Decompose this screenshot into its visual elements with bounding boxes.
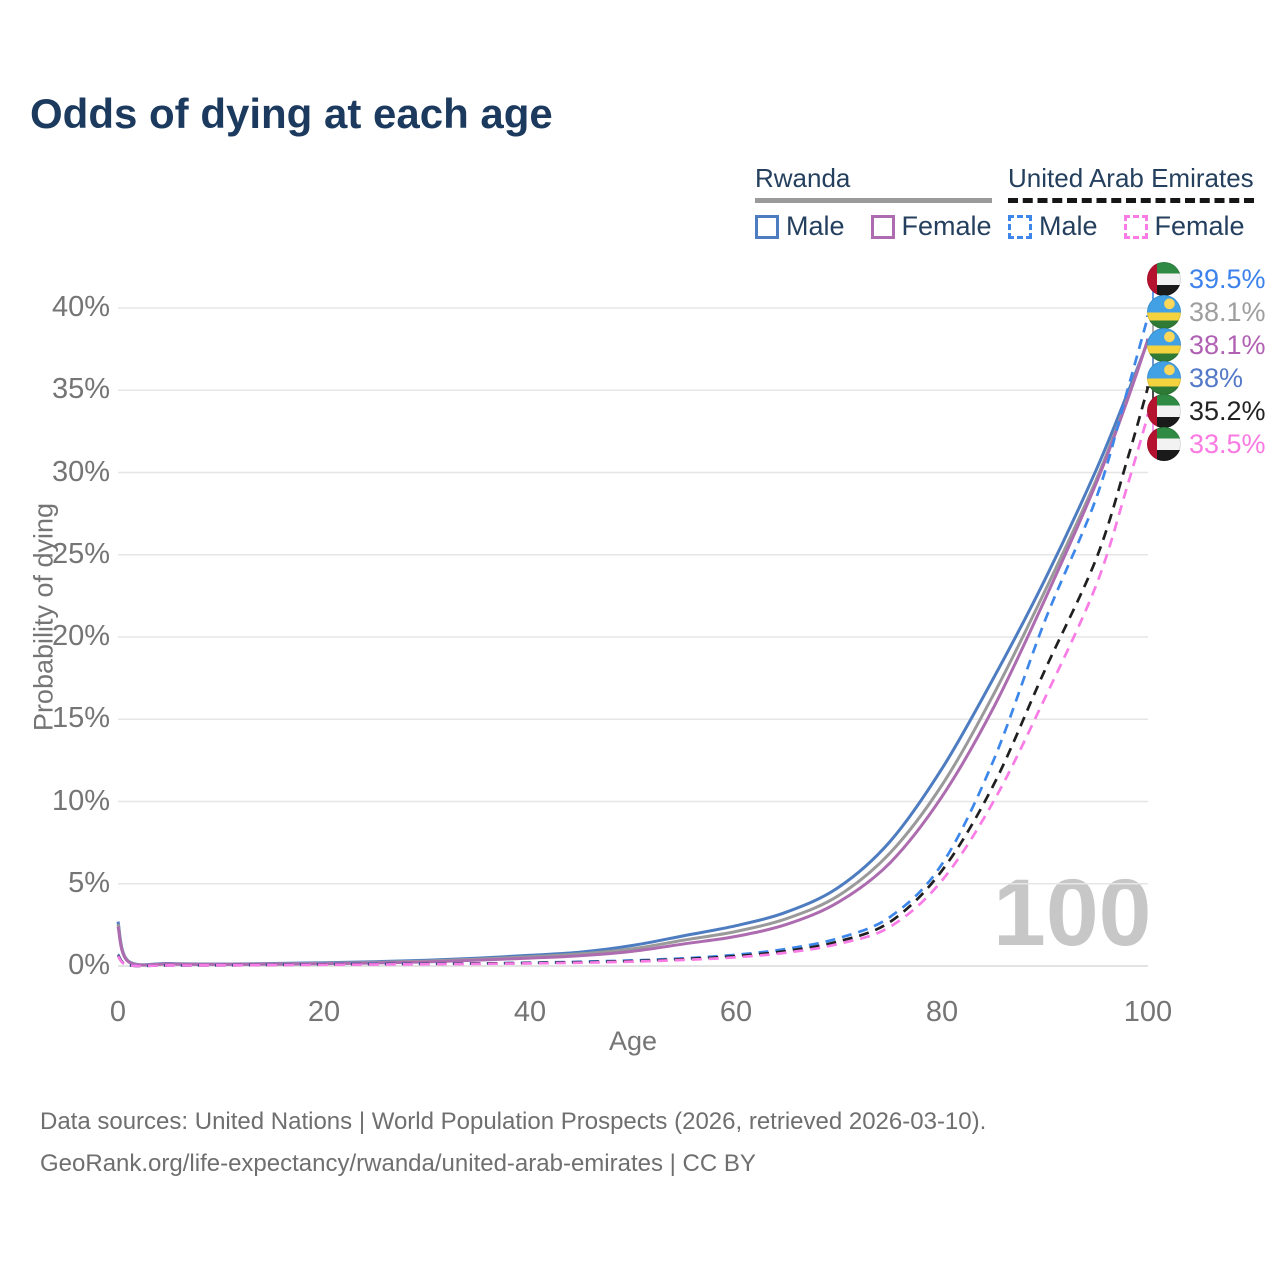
legend-item-label: Male: [786, 211, 845, 241]
x-tick-label: 100: [1123, 996, 1173, 1028]
x-tick-label: 20: [307, 996, 341, 1028]
x-tick-label: 0: [109, 996, 127, 1028]
end-label-row: 38.1%: [1147, 295, 1266, 329]
y-tick-label: 0%: [68, 949, 110, 981]
end-label-row: 38%: [1147, 361, 1243, 395]
series-line-rwanda-female: [116, 338, 1150, 967]
series-line-united-arab-emirates-male: [116, 315, 1150, 968]
legend-group-rwanda: Rwanda Male Female: [755, 163, 992, 242]
legend-item-rwanda-female[interactable]: Female: [870, 211, 992, 242]
y-tick-label: 40%: [51, 291, 110, 323]
y-tick-label: 35%: [51, 373, 110, 406]
x-axis-title: Age: [608, 1026, 658, 1056]
x-tick-label: 40: [513, 996, 547, 1028]
series-line-united-arab-emirates-female: [116, 414, 1150, 968]
series-line-rwanda-both-sexes: [116, 338, 1150, 967]
rwanda-flag-icon: [1147, 361, 1181, 395]
end-label-value: 38.1%: [1189, 329, 1266, 360]
legend-item-rwanda-male[interactable]: Male: [755, 211, 845, 242]
end-label-value: 39.5%: [1189, 263, 1266, 294]
rwanda-female-swatch-icon: [870, 214, 895, 239]
uae-female-swatch-icon: [1123, 214, 1148, 239]
y-tick-label: 20%: [51, 620, 110, 652]
uae-male-swatch-icon: [1008, 214, 1032, 239]
rwanda-flag-icon: [1147, 328, 1181, 362]
series-line-rwanda-male: [116, 340, 1150, 967]
y-tick-label: 10%: [51, 784, 110, 817]
y-tick-label: 30%: [51, 455, 110, 488]
legend-item-label: Female: [901, 211, 992, 241]
legend-item-uae-female[interactable]: Female: [1123, 211, 1245, 242]
uae-flag-icon: [1147, 427, 1181, 461]
y-tick-label: 15%: [51, 702, 110, 735]
legend-group-uae: United Arab Emirates Male Female: [1008, 163, 1254, 242]
legend-country-rwanda[interactable]: Rwanda: [755, 163, 851, 193]
rwanda-flag-icon: [1147, 295, 1181, 329]
rwanda-male-swatch-icon: [755, 214, 779, 239]
age-counter-watermark: 100: [993, 860, 1152, 966]
end-label-row: 35.2%: [1147, 394, 1266, 428]
data-sources-note: Data sources: United Nations | World Pop…: [40, 1108, 987, 1135]
y-tick-label: 25%: [51, 537, 110, 570]
end-label-value: 33.5%: [1189, 428, 1266, 459]
x-tick-label: 80: [925, 996, 959, 1028]
legend-item-label: Female: [1154, 211, 1245, 241]
legend-item-label: Male: [1039, 211, 1098, 241]
legend-item-uae-male[interactable]: Male: [1008, 211, 1098, 242]
end-label-row: 39.5%: [1147, 262, 1266, 296]
page-title: Odds of dying at each age: [30, 90, 553, 137]
uae-flag-icon: [1147, 262, 1181, 296]
source-url-note: GeoRank.org/life-expectancy/rwanda/unite…: [40, 1150, 756, 1177]
end-label-value: 38%: [1189, 362, 1244, 393]
legend-country-uae[interactable]: United Arab Emirates: [1008, 163, 1254, 193]
legend-underline-uae: [1008, 198, 1254, 203]
end-label-value: 35.2%: [1189, 395, 1266, 426]
end-label-value: 38.1%: [1189, 296, 1266, 327]
legend-underline-rwanda: [755, 198, 992, 203]
y-tick-label: 5%: [68, 866, 110, 899]
uae-flag-icon: [1147, 394, 1181, 428]
end-label-row: 38.1%: [1147, 328, 1266, 362]
x-tick-label: 60: [719, 996, 753, 1028]
end-label-row: 33.5%: [1147, 427, 1266, 461]
